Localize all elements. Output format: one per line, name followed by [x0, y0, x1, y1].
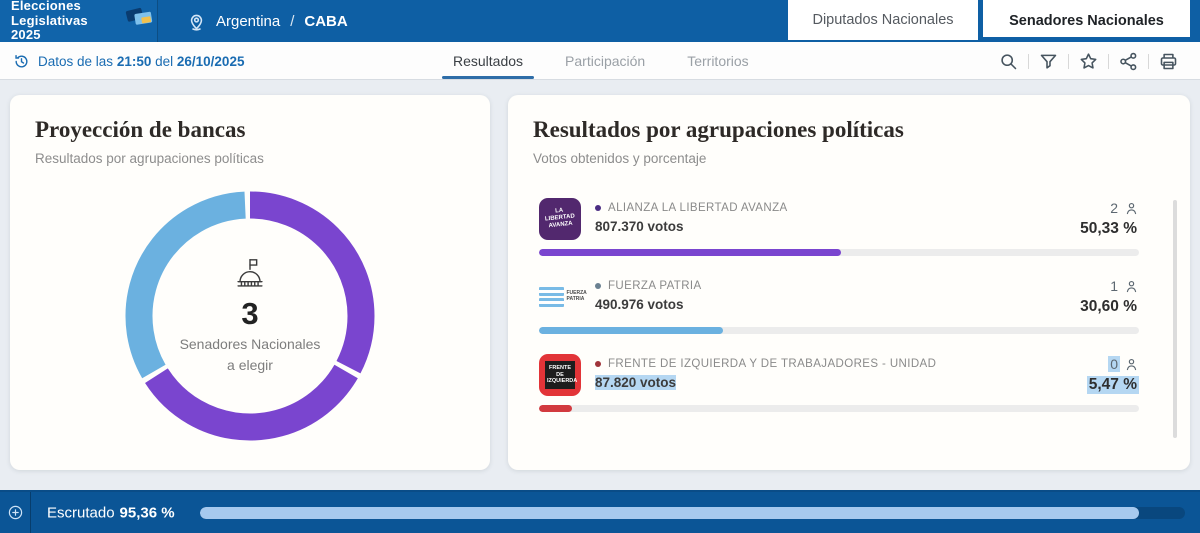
expand-button[interactable]	[0, 492, 31, 533]
party-seats: 1	[1078, 278, 1139, 294]
scrutiny-footer: Escrutado 95,36 %	[0, 490, 1200, 533]
filter-icon[interactable]	[1038, 51, 1059, 72]
breadcrumb-district[interactable]: CABA	[304, 12, 348, 30]
toolbar-separator	[1108, 53, 1109, 69]
toolbar-actions	[989, 42, 1188, 80]
favorite-star-icon[interactable]	[1078, 51, 1099, 72]
print-icon[interactable]	[1158, 51, 1179, 72]
party-row-frente-de-izquierda[interactable]: FRENTE DE IZQUIERDA FRENTE DE IZQUIERDA …	[539, 354, 1139, 412]
seat-projection-card: Proyección de bancas Resultados por agru…	[10, 95, 490, 470]
circle-plus-icon	[8, 505, 22, 520]
breadcrumb-country[interactable]: Argentina	[216, 12, 281, 30]
refresh-clock-icon	[15, 54, 28, 67]
party-bar-fill	[539, 249, 841, 256]
results-subtitle: Votos obtenidos y porcentaje	[533, 151, 707, 166]
secondary-toolbar: Datos de las 21:50 del 26/10/2025 Result…	[0, 42, 1200, 80]
results-card: Resultados por agrupaciones políticas Vo…	[508, 95, 1190, 470]
tab-participacion[interactable]: Participación	[565, 52, 646, 69]
seat-projection-title: Proyección de bancas	[35, 117, 246, 142]
person-icon	[1126, 202, 1137, 214]
app-logo[interactable]: Elecciones Legislativas 2025	[0, 0, 158, 42]
party-name: FUERZA PATRIA	[595, 280, 1078, 292]
seat-projection-subtitle: Resultados por agrupaciones políticas	[35, 151, 264, 166]
toolbar-separator	[1028, 53, 1029, 69]
party-votes: 807.370 votos	[595, 219, 684, 234]
party-bullet	[595, 283, 601, 289]
share-icon[interactable]	[1118, 51, 1139, 72]
breadcrumb-separator: /	[290, 12, 295, 30]
person-icon	[1126, 358, 1137, 370]
party-percent: 5,47 %	[1086, 376, 1139, 394]
party-bullet	[595, 205, 601, 211]
toolbar-separator	[1148, 53, 1149, 69]
party-results-list: LA LIBERTAD AVANZA ALIANZA LA LIBERTAD A…	[538, 198, 1139, 432]
toolbar-separator	[1068, 53, 1069, 69]
scrutiny-progress-track	[200, 506, 1185, 519]
tab-senadores-nacionales[interactable]: Senadores Nacionales	[983, 0, 1190, 42]
app-logo-text: Elecciones Legislativas 2025	[11, 0, 88, 43]
results-title: Resultados por agrupaciones políticas	[533, 117, 904, 142]
party-votes: 490.976 votos	[595, 297, 684, 312]
person-icon	[1126, 280, 1137, 292]
party-percent: 50,33 %	[1080, 220, 1137, 237]
scrutiny-progress-fill	[200, 506, 1140, 519]
tab-diputados-nacionales[interactable]: Diputados Nacionales	[788, 0, 978, 40]
tab-territorios[interactable]: Territorios	[687, 52, 749, 69]
party-progress-track	[539, 327, 1139, 334]
party-bar-fill	[539, 327, 723, 334]
breadcrumb[interactable]: Argentina / CABA	[186, 0, 348, 42]
party-progress-track	[539, 405, 1139, 412]
ballot-illustration-icon	[125, 7, 152, 25]
party-name: FRENTE DE IZQUIERDA Y DE TRABAJADORES - …	[595, 358, 1087, 370]
party-logo-alianza-la-libertad-avanza: LA LIBERTAD AVANZA	[539, 198, 581, 240]
app-header: Elecciones Legislativas 2025 Argentina /…	[0, 0, 1200, 42]
party-seats: 0	[1087, 356, 1139, 372]
party-logo-fuerza-patria: FUERZA PATRIA	[538, 276, 587, 318]
data-timestamp: Datos de las 21:50 del 26/10/2025	[13, 42, 244, 80]
results-scrollbar[interactable]	[1173, 200, 1177, 438]
view-tabs: Resultados Participación Territorios	[432, 42, 770, 79]
scrutiny-label: Escrutado 95,36 %	[47, 504, 175, 521]
location-pin-icon	[190, 14, 203, 31]
chamber-tabs: Diputados Nacionales Senadores Nacionale…	[788, 0, 1190, 42]
party-row-alianza-la-libertad-avanza[interactable]: LA LIBERTAD AVANZA ALIANZA LA LIBERTAD A…	[539, 198, 1139, 256]
party-seats: 2	[1078, 200, 1139, 216]
party-bullet	[595, 361, 601, 367]
seat-donut-chart: 3 Senadores Nacionales a elegir	[125, 191, 375, 441]
scrutiny-percent: 95,36 %	[119, 504, 175, 521]
party-votes: 87.820 votos	[595, 375, 677, 390]
party-name: ALIANZA LA LIBERTAD AVANZA	[595, 202, 1078, 214]
party-row-fuerza-patria[interactable]: FUERZA PATRIA FUERZA PATRIA 490.976 voto…	[538, 276, 1139, 334]
seat-donut-svg	[125, 191, 375, 441]
party-progress-track	[539, 249, 1139, 256]
party-logo-frente-de-izquierda: FRENTE DE IZQUIERDA	[539, 354, 581, 396]
tab-resultados[interactable]: Resultados	[432, 42, 544, 79]
party-bar-fill	[539, 405, 572, 412]
search-icon[interactable]	[998, 51, 1019, 72]
flag-stripes-icon	[538, 285, 564, 309]
party-percent: 30,60 %	[1080, 298, 1137, 315]
